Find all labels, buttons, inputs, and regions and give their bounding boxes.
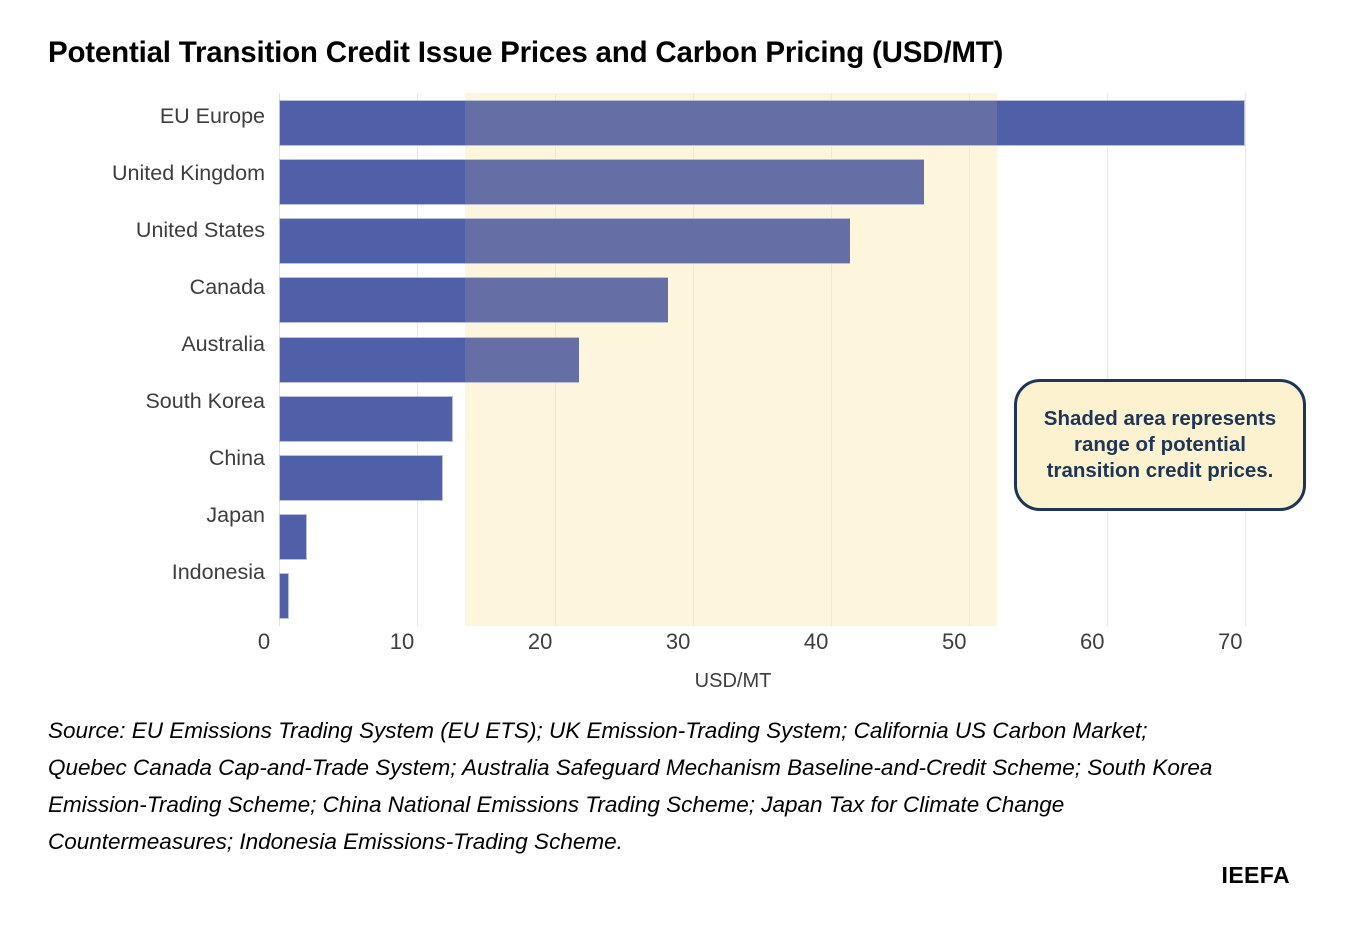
bar-row — [279, 336, 1266, 383]
bar[interactable] — [279, 395, 453, 442]
bar-shaded-overlap — [465, 159, 924, 204]
bar-row — [279, 218, 1266, 265]
gridline — [831, 93, 833, 626]
y-axis-tick-label: United States — [135, 218, 265, 242]
bar-shaded-overlap — [465, 278, 669, 323]
gridline — [1107, 93, 1109, 626]
bar-row — [279, 514, 1266, 561]
x-axis-labels: 0 10 20 30 40 50 60 70 — [0, 629, 1368, 663]
bar[interactable] — [279, 573, 289, 620]
bar-shaded-overlap — [465, 219, 851, 264]
bar-row — [279, 158, 1266, 205]
page-title: Potential Transition Credit Issue Prices… — [48, 36, 1004, 69]
y-axis-tick-label: Japan — [206, 503, 265, 527]
plot-area — [0, 93, 1368, 663]
y-axis-tick-label: United Kingdom — [112, 161, 265, 185]
y-axis-tick-label: Canada — [189, 275, 265, 299]
y-axis-tick-label: Indonesia — [171, 560, 265, 584]
bar[interactable] — [279, 454, 444, 501]
y-axis-labels: EU Europe United Kingdom United States C… — [0, 93, 265, 626]
x-axis-tick-label: 20 — [527, 629, 553, 654]
y-axis-tick-label: South Korea — [145, 389, 265, 413]
brand-logo: IEEFA — [1221, 862, 1290, 888]
bar-series — [279, 93, 1266, 626]
shaded-area-callout: Shaded area represents range of potentia… — [1014, 379, 1306, 511]
gridline — [693, 93, 695, 626]
gridline — [1245, 93, 1247, 626]
x-axis-title-text: USD/MT — [694, 670, 772, 692]
x-axis-tick-label: 70 — [1218, 629, 1243, 654]
bar-shaded-overlap — [465, 100, 997, 145]
gridline — [969, 93, 971, 626]
bar[interactable] — [279, 514, 307, 561]
x-axis-tick-label: 10 — [389, 629, 415, 654]
bar-row — [279, 395, 1266, 442]
bar-row — [279, 277, 1266, 324]
x-axis-tick-label: 0 — [257, 629, 271, 654]
callout-line-2: range of potential — [1074, 432, 1246, 456]
x-axis-tick-label: 30 — [665, 629, 691, 654]
y-axis-tick-label: Australia — [181, 332, 265, 356]
bar-row — [279, 99, 1266, 146]
x-axis-tick-label: 40 — [803, 629, 829, 654]
x-axis-tick-label: 50 — [941, 629, 967, 654]
plot-canvas — [279, 93, 1266, 626]
source-note: Source: EU Emissions Trading System (EU … — [48, 718, 1213, 855]
bar-shaded-overlap — [465, 337, 579, 382]
callout-line-1: Shaded area represents — [1043, 406, 1277, 430]
x-axis-tick-label: 60 — [1080, 629, 1105, 654]
y-axis-tick-label: China — [208, 446, 265, 470]
bar-row — [279, 573, 1266, 620]
callout-line-3: transition credit prices. — [1046, 459, 1274, 483]
y-axis-tick-label: EU Europe — [159, 104, 265, 128]
callout-text: Shaded area represents range of potentia… — [1034, 406, 1286, 485]
bar-row — [279, 454, 1266, 501]
x-axis-title: USD/MT — [0, 670, 1368, 693]
